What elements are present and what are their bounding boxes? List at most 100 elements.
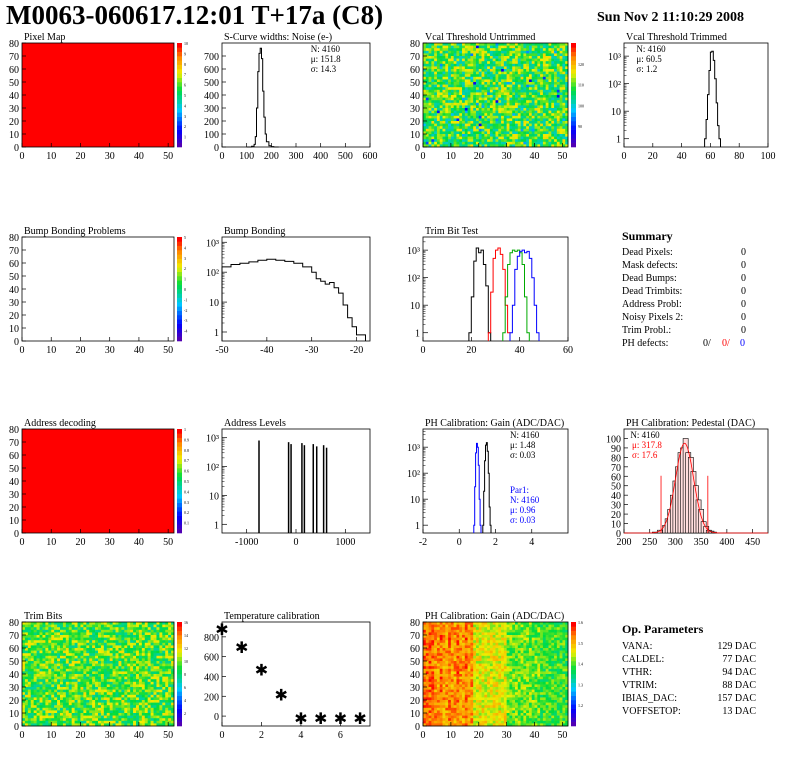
heatmap-cell bbox=[62, 692, 67, 696]
heatmap-cell bbox=[523, 102, 527, 106]
heatmap-cell bbox=[487, 43, 491, 46]
heatmap-cell bbox=[171, 713, 175, 716]
heatmap-cell bbox=[130, 661, 134, 664]
heatmap-cell bbox=[89, 681, 93, 685]
heatmap-cell bbox=[445, 139, 449, 143]
heatmap-cell bbox=[534, 118, 538, 122]
heatmap-cell bbox=[86, 720, 90, 724]
heatmap-cell bbox=[103, 627, 108, 631]
heatmap-cell bbox=[526, 56, 530, 59]
heatmap-cell bbox=[528, 87, 533, 91]
heatmap-cell bbox=[481, 126, 485, 130]
heatmap-cell bbox=[118, 674, 122, 677]
heatmap-cell bbox=[448, 71, 452, 75]
heatmap-cell bbox=[115, 705, 119, 709]
heatmap-cell bbox=[68, 629, 72, 633]
heatmap-cell bbox=[565, 92, 569, 96]
heatmap-cell bbox=[512, 45, 516, 49]
heatmap-cell bbox=[147, 642, 151, 646]
heatmap-cell bbox=[434, 126, 438, 130]
heatmap-cell bbox=[80, 622, 84, 625]
heatmap-cell bbox=[147, 671, 151, 675]
histogram-series bbox=[704, 50, 721, 147]
heatmap-cell bbox=[42, 687, 46, 690]
heatmap-cell bbox=[54, 710, 58, 714]
heatmap-cell bbox=[168, 689, 172, 693]
heatmap-cell bbox=[124, 674, 128, 677]
colorbar-segment bbox=[177, 695, 182, 701]
heatmap-cell bbox=[171, 668, 175, 672]
heatmap-cell bbox=[153, 661, 157, 664]
heatmap-cell bbox=[445, 141, 449, 145]
heatmap-cell bbox=[434, 121, 438, 124]
heatmap-cell bbox=[464, 108, 468, 111]
heatmap-cell bbox=[545, 50, 549, 54]
heatmap-cell bbox=[95, 697, 99, 701]
heatmap-cell bbox=[127, 700, 131, 703]
heatmap-cell bbox=[112, 648, 116, 651]
heatmap-cell bbox=[515, 128, 519, 132]
heatmap-cell bbox=[512, 48, 516, 52]
heatmap-cell bbox=[503, 100, 507, 104]
heatmap-cell bbox=[517, 113, 521, 117]
heatmap-cell bbox=[531, 82, 535, 85]
heatmap-cell bbox=[60, 666, 64, 670]
heatmap-cell bbox=[462, 113, 466, 117]
heatmap-cell bbox=[112, 679, 116, 683]
heatmap-cell bbox=[100, 700, 105, 703]
heatmap-cell bbox=[475, 95, 480, 98]
heatmap-cell bbox=[162, 692, 166, 696]
heatmap-cell bbox=[171, 645, 175, 649]
heatmap-cell bbox=[27, 720, 32, 724]
heatmap-cell bbox=[86, 645, 90, 649]
heatmap-cell bbox=[425, 687, 429, 690]
heatmap-cell bbox=[548, 58, 552, 62]
heatmap-cell bbox=[159, 697, 163, 701]
heatmap-cell bbox=[517, 63, 521, 67]
heatmap-cell bbox=[74, 681, 78, 685]
heatmap-cell bbox=[133, 661, 137, 664]
heatmap-cell bbox=[112, 671, 116, 675]
x-tick-label: 0 bbox=[421, 345, 426, 356]
heatmap-cell bbox=[462, 89, 466, 93]
heatmap-cell bbox=[425, 707, 429, 711]
heatmap-cell bbox=[98, 687, 102, 690]
heatmap-cell bbox=[51, 710, 55, 714]
heatmap-cell bbox=[512, 126, 516, 130]
heatmap-cell bbox=[425, 61, 429, 65]
heatmap-cell bbox=[442, 66, 446, 70]
heatmap-cell bbox=[495, 115, 499, 119]
heatmap-cell bbox=[473, 108, 477, 111]
heatmap-cell bbox=[83, 679, 87, 683]
heatmap-cell bbox=[54, 658, 58, 662]
heatmap-cell bbox=[68, 668, 72, 672]
heatmap-cell bbox=[464, 69, 468, 72]
colorbar-segment bbox=[571, 95, 576, 100]
heatmap-cell bbox=[27, 707, 32, 711]
heatmap-cell bbox=[130, 689, 134, 693]
x-tick-label: 60 bbox=[563, 345, 573, 356]
heatmap-cell bbox=[481, 48, 485, 52]
heatmap-cell bbox=[489, 102, 494, 106]
heatmap-cell bbox=[74, 697, 78, 701]
heatmap-cell bbox=[503, 58, 507, 62]
colorbar-segment bbox=[571, 134, 576, 139]
y-tick-label: 40 bbox=[410, 91, 420, 102]
heatmap-cell bbox=[168, 624, 172, 628]
heatmap-cell bbox=[95, 661, 99, 664]
heatmap-cell bbox=[506, 45, 510, 49]
heatmap-cell bbox=[540, 136, 544, 140]
plot-frame bbox=[221, 428, 371, 534]
heatmap-cell bbox=[562, 113, 566, 117]
heatmap-cell bbox=[86, 632, 90, 636]
heatmap-cell bbox=[71, 661, 75, 664]
heatmap-cell bbox=[428, 128, 432, 132]
y-tick-label: 100 bbox=[204, 130, 219, 141]
heatmap-cell bbox=[531, 131, 535, 135]
y-tick-label: 70 bbox=[410, 52, 420, 63]
heatmap-cell bbox=[509, 43, 513, 46]
heatmap-cell bbox=[425, 653, 429, 657]
heatmap-cell bbox=[548, 123, 552, 127]
heatmap-cell bbox=[556, 141, 560, 145]
heatmap-cell bbox=[112, 668, 116, 672]
